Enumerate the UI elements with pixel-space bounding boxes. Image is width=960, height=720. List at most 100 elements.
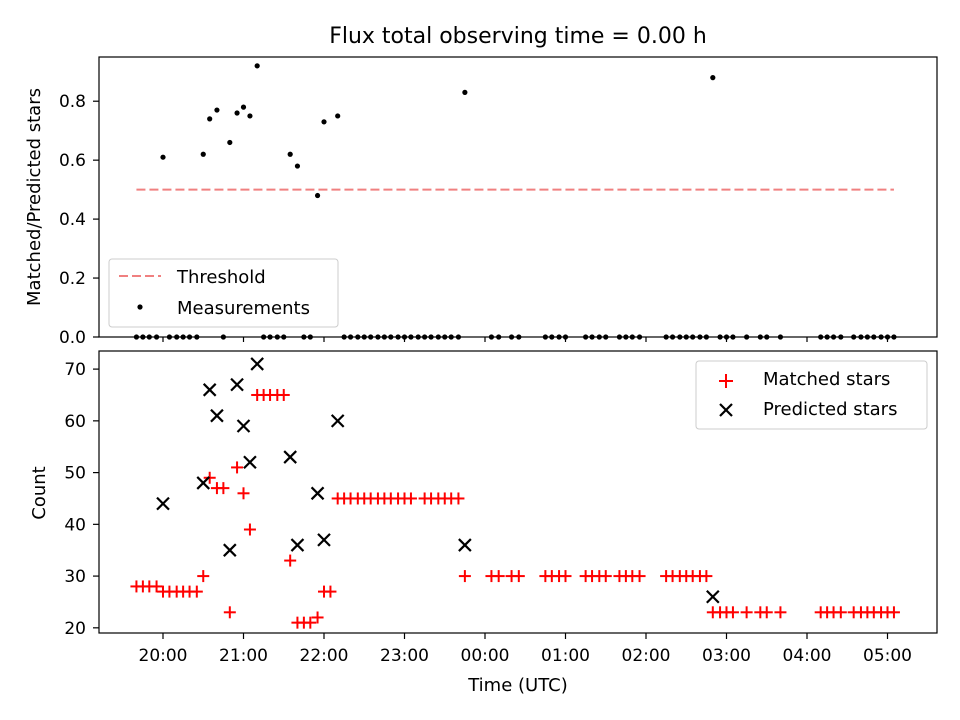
predicted-star-stroke [223,543,237,557]
predicted-star-stroke [458,538,472,552]
matched-star-point [452,492,465,505]
bottom-x-tick-label: 03:00 [702,646,751,666]
bottom-x-tick-label: 01:00 [541,646,590,666]
measurement-point [314,192,321,199]
predicted-legend-swatch [719,403,733,417]
bottom-x-tick-label: 21:00 [219,646,268,666]
measurement-point [287,151,293,157]
bottom-x-tick-label: 23:00 [380,646,429,666]
matched-star-point [458,570,471,583]
predicted-star-point [290,538,305,552]
top-legend: Threshold Measurements [108,258,339,328]
matched-star-point [190,585,203,598]
predicted-star-point [310,486,325,501]
bottom-x-tick-label: 00:00 [461,646,510,666]
bottom-x-tick-label: 02:00 [622,646,671,666]
bottom-x-tick-label: 04:00 [783,646,832,666]
top-y-axis-label: Matched/Predicted stars [24,88,45,306]
bottom-y-axis-label: Count [29,466,50,519]
predicted-star-point [230,377,244,392]
measurement-point [227,139,233,146]
measurement-point [234,110,240,116]
matched-star-point [231,461,244,474]
predicted-star-point [196,476,211,490]
matched-star-point [834,606,847,619]
predicted-star-point [223,543,237,557]
predicted-star-stroke [236,419,251,433]
predicted-star-point [156,496,170,511]
predicted-star-stroke [330,414,345,428]
measurement-point [160,154,166,160]
predicted-legend-label: Predicted stars [763,399,897,420]
matched-star-point [740,606,753,619]
predicted-star-stroke [310,486,325,501]
matched-star-point [217,482,230,495]
measurement-point [200,151,206,157]
matched-star-point [492,570,505,583]
bottom-legend-frame [695,360,928,430]
measurement-point [254,63,260,69]
matched-star-point [404,492,417,505]
bottom-y-tick-label: 40 [64,515,86,535]
measurement-point [294,163,301,169]
predicted-star-stroke [250,357,264,371]
predicted-star-point [210,408,224,423]
bottom-y-tick-label: 30 [64,567,86,587]
matched-star-point [197,570,210,583]
predicted-star-point [706,590,720,604]
matched-star-point [559,570,572,583]
predicted-star-stroke [210,408,224,423]
matched-star-point [774,606,787,619]
measurement-point [462,89,468,95]
matched-star-point [223,606,236,619]
predicted-star-point [250,357,264,371]
matched-star-point [311,611,324,624]
matched-star-point [512,570,525,583]
bottom-x-tick-label: 05:00 [863,646,912,666]
measurements-legend-swatch [137,304,143,310]
predicted-star-stroke [317,533,331,547]
top-y-tick-label: 0.0 [59,328,86,348]
predicted-star-point [202,383,217,397]
matched-star-point [243,523,256,536]
predicted-star-point [236,419,251,433]
top-y-axis: 0.0 0.2 0.4 0.6 0.8 [59,92,99,348]
predicted-star-point [243,455,257,470]
predicted-star-point [283,450,297,464]
bottom-legend: Matched stars Predicted stars [695,360,928,430]
top-y-tick-label: 0.4 [59,210,86,230]
top-plot-frame [98,56,938,338]
predicted-stars-points [156,357,720,604]
matched-legend-swatch [719,374,733,388]
threshold-legend-label: Threshold [176,267,266,288]
measurement-point [207,116,213,122]
matched-star-point [150,580,163,593]
predicted-star-stroke [196,476,211,490]
measurement-point [710,75,716,81]
bottom-y-tick-label: 50 [64,464,86,484]
matched-star-point [304,616,317,629]
bottom-y-axis: 20 30 40 50 60 70 [64,360,99,639]
matched-star-point [324,585,337,598]
bottom-y-tick-label: 20 [64,619,86,639]
predicted-star-stroke [706,590,720,604]
matched-star-point [887,606,900,619]
predicted-star-point [458,538,472,552]
predicted-star-point [330,414,345,428]
x-axis-label: Time (UTC) [467,675,568,696]
predicted-star-stroke [156,496,170,511]
top-y-tick-label: 0.2 [59,269,86,289]
chart-title: Flux total observing time = 0.00 h [329,24,707,49]
top-y-tick-label: 0.8 [59,92,86,112]
bottom-x-tick-label: 20:00 [139,646,188,666]
bottom-y-tick-label: 70 [64,360,86,380]
measurement-point [247,113,253,119]
predicted-star-stroke [290,538,305,552]
measurements-legend-label: Measurements [177,298,310,319]
matched-star-point [700,570,713,583]
bottom-x-tick-label: 22:00 [300,646,349,666]
top-panel: 0.00.20.40.60.8 Matched/Predicted stars … [24,56,938,348]
bottom-panel: 20 30 40 50 60 70 20:00 21:00 22:00 23:00 00:00 01… [29,350,938,696]
matched-star-point [633,570,646,583]
